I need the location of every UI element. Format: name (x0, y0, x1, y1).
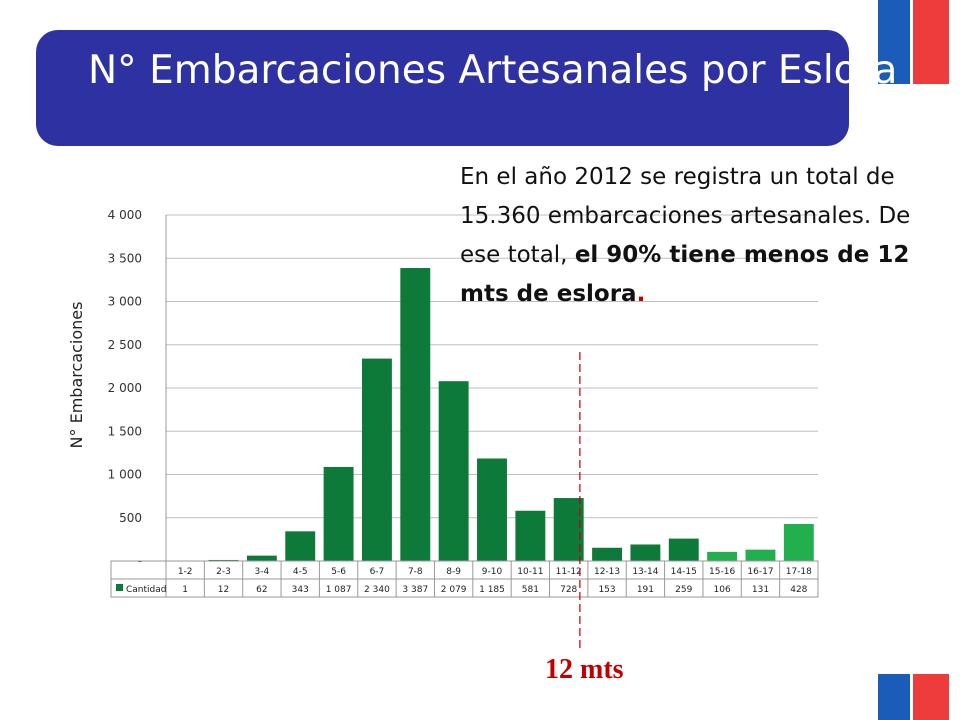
category-label: 8-9 (446, 567, 461, 577)
category-label: 13-14 (632, 567, 658, 577)
category-label: 17-18 (786, 567, 812, 577)
category-label: 9-10 (482, 567, 503, 577)
flag-bottom-red (913, 674, 949, 720)
data-label: 343 (292, 585, 309, 595)
category-label: 4-5 (293, 567, 308, 577)
y-tick-label: 1 000 (108, 468, 142, 482)
bar-14-15 (668, 538, 699, 561)
category-label: 12-13 (594, 567, 620, 577)
legend-swatch (116, 584, 123, 591)
data-label: 12 (218, 585, 229, 595)
data-label: 581 (522, 585, 539, 595)
y-tick-label: 2 500 (108, 338, 142, 352)
y-tick-label: 3 500 (108, 251, 142, 265)
legend-label: Cantidad (126, 585, 166, 595)
y-axis-label: N° Embarcaciones (67, 302, 86, 449)
flag-top-red (913, 0, 949, 84)
data-label: 62 (256, 585, 267, 595)
category-label: 16-17 (747, 567, 773, 577)
title-banner: N° Embarcaciones Artesanales por Eslora (36, 30, 897, 146)
category-label: 3-4 (255, 567, 270, 577)
bar-4-5 (285, 531, 316, 561)
bar-10-11 (515, 510, 546, 561)
y-tick-label: 2 000 (108, 381, 142, 395)
category-label: 11-12 (556, 567, 582, 577)
data-label: 2 340 (364, 585, 390, 595)
annotation-part1: En el año 2012 se registra un total de 1… (460, 164, 911, 268)
bar-12-13 (592, 547, 623, 561)
y-tick-label: 4 000 (108, 208, 142, 222)
bar-6-7 (361, 358, 392, 561)
y-tick-label: 3 000 (108, 295, 142, 309)
data-label: 1 (182, 585, 188, 595)
flag-top-blue (878, 0, 910, 84)
annotation-bold: el 90% tiene menos de 12 mts de eslora (460, 242, 910, 307)
data-label: 153 (598, 585, 615, 595)
category-label: 15-16 (709, 567, 735, 577)
data-label: 1 185 (479, 585, 505, 595)
data-label: 2 079 (441, 585, 467, 595)
bar-8-9 (438, 381, 469, 561)
data-label: 191 (637, 585, 654, 595)
marker-label: 12 mts (545, 654, 624, 685)
bar-3-4 (246, 555, 277, 561)
bar-5-6 (323, 466, 354, 561)
annotation-dot: . (636, 281, 646, 307)
page-title: N° Embarcaciones Artesanales por Eslora (88, 48, 898, 93)
category-label: 2-3 (216, 567, 231, 577)
bar-7-8 (400, 268, 431, 561)
data-label: 3 387 (402, 585, 428, 595)
data-label: 106 (714, 585, 731, 595)
bar-9-10 (477, 458, 507, 561)
bar-2-3 (208, 559, 239, 561)
bar-13-14 (630, 544, 661, 561)
category-label: 1-2 (178, 567, 193, 577)
y-tick-label: 500 (119, 511, 142, 525)
category-label: 7-8 (408, 567, 423, 577)
annotation-text: En el año 2012 se registra un total de 1… (460, 158, 930, 314)
data-label: 1 087 (326, 585, 352, 595)
category-label: 6-7 (370, 567, 385, 577)
bar-11-12 (553, 498, 584, 561)
category-label: 5-6 (331, 567, 346, 577)
data-label: 728 (560, 585, 577, 595)
bar-17-18 (783, 523, 814, 561)
category-label: 14-15 (671, 567, 697, 577)
data-label: 259 (675, 585, 692, 595)
category-label: 10-11 (517, 567, 543, 577)
bar-16-17 (745, 549, 776, 561)
flag-bottom-blue (878, 674, 910, 720)
data-label: 131 (752, 585, 769, 595)
data-label: 428 (790, 585, 807, 595)
bar-15-16 (707, 551, 738, 561)
y-tick-label: 1 500 (108, 424, 142, 438)
